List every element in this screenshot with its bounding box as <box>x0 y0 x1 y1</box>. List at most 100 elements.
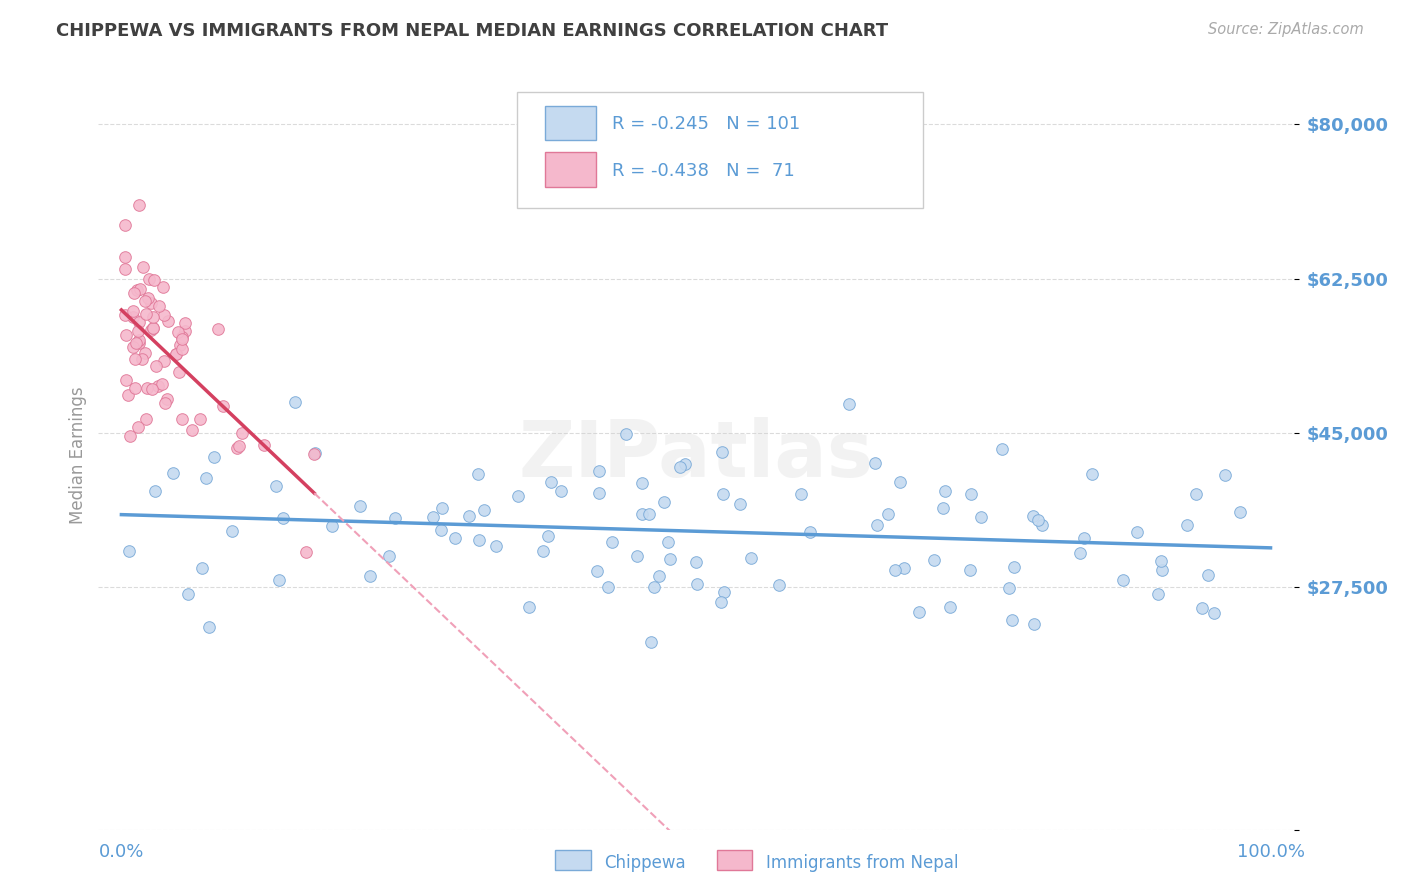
Point <box>1069 546 1091 560</box>
Point <box>231 426 253 441</box>
Point <box>540 475 562 490</box>
Point <box>124 286 146 301</box>
Point <box>893 561 915 575</box>
Text: ZIPatlas: ZIPatlas <box>519 417 873 493</box>
Point <box>148 379 170 393</box>
Point <box>135 308 157 322</box>
Point <box>1150 563 1173 577</box>
Point <box>1204 606 1226 620</box>
FancyBboxPatch shape <box>517 92 922 208</box>
Point <box>271 511 294 525</box>
Point <box>640 634 662 648</box>
Point <box>169 338 191 352</box>
Point <box>889 475 911 489</box>
Point <box>114 308 136 322</box>
Point <box>630 508 652 522</box>
Point <box>122 303 145 318</box>
Point <box>934 484 956 499</box>
Point <box>141 382 163 396</box>
Point <box>253 437 276 451</box>
Point <box>960 487 983 501</box>
Y-axis label: Median Earnings: Median Earnings <box>69 386 87 524</box>
Point <box>294 544 316 558</box>
Point <box>444 531 467 545</box>
Point <box>128 336 150 351</box>
Point <box>506 489 529 503</box>
Point <box>659 551 682 566</box>
Point <box>657 535 679 549</box>
Point <box>142 310 165 325</box>
Point <box>740 550 762 565</box>
Point <box>517 600 540 615</box>
Point <box>939 599 962 614</box>
Point <box>143 273 166 287</box>
Point <box>799 525 821 540</box>
Point <box>128 197 150 211</box>
Text: R = -0.245   N = 101: R = -0.245 N = 101 <box>613 115 800 134</box>
Point <box>152 280 174 294</box>
Point <box>485 539 508 553</box>
Text: Immigrants from Nepal: Immigrants from Nepal <box>766 855 959 872</box>
Point <box>1022 616 1045 631</box>
Point <box>685 555 707 569</box>
Point <box>128 315 150 329</box>
Point <box>283 395 305 409</box>
Point <box>669 459 692 474</box>
Point <box>588 486 610 500</box>
Point <box>458 509 481 524</box>
Point <box>863 456 886 470</box>
Point <box>1001 613 1024 627</box>
Point <box>1002 559 1025 574</box>
Point <box>114 218 136 232</box>
Point <box>643 580 665 594</box>
Point <box>596 580 619 594</box>
Text: R = -0.438   N =  71: R = -0.438 N = 71 <box>613 162 794 180</box>
Point <box>152 308 174 322</box>
Point <box>1213 468 1236 483</box>
Point <box>125 335 148 350</box>
Point <box>654 494 676 508</box>
Point <box>148 300 170 314</box>
Point <box>172 332 194 346</box>
Point <box>128 333 150 347</box>
Point <box>321 518 343 533</box>
Point <box>150 377 173 392</box>
Point <box>1073 531 1095 545</box>
Point <box>127 324 149 338</box>
Point <box>422 509 444 524</box>
Point <box>790 487 813 501</box>
Point <box>266 479 288 493</box>
Point <box>115 373 138 387</box>
Point <box>176 587 198 601</box>
Point <box>675 457 697 471</box>
Point <box>127 420 149 434</box>
Point <box>124 352 146 367</box>
Point <box>472 503 495 517</box>
Point <box>877 507 900 521</box>
Point <box>131 352 153 367</box>
Point <box>114 250 136 264</box>
Point <box>138 292 160 306</box>
Point <box>359 569 381 583</box>
Point <box>990 442 1012 456</box>
Bar <box>555 850 591 870</box>
Point <box>922 553 945 567</box>
Point <box>626 549 648 563</box>
Point <box>132 260 155 274</box>
Point <box>1031 517 1053 532</box>
Point <box>908 605 931 619</box>
Point <box>188 411 211 425</box>
Bar <box>546 105 596 140</box>
Point <box>1191 601 1213 615</box>
Point <box>467 533 489 547</box>
Point <box>115 328 138 343</box>
Point <box>162 466 184 480</box>
Point <box>1229 505 1251 519</box>
Point <box>1112 573 1135 587</box>
Point <box>838 397 860 411</box>
Point <box>711 487 734 501</box>
Point <box>349 500 371 514</box>
Point <box>932 501 955 516</box>
Point <box>125 283 148 297</box>
Point <box>127 334 149 349</box>
